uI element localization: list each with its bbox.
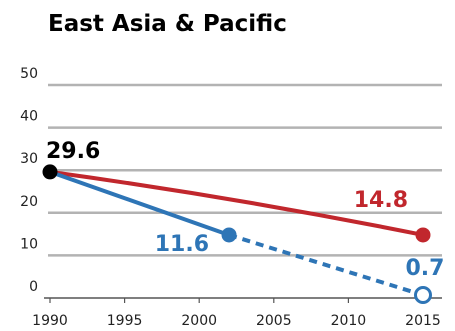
point-blue-2002	[221, 227, 237, 243]
y-tick-label: 30	[20, 151, 38, 167]
point-red-2015	[415, 227, 431, 243]
data-label: 14.8	[354, 188, 408, 213]
x-tick-label: 2000	[181, 313, 217, 329]
y-axis-tick-labels: 0 10 20 30 40 50	[20, 66, 38, 295]
data-points	[42, 164, 432, 305]
point-blue-2015	[414, 286, 432, 305]
series-line-red	[48, 169, 425, 237]
series-line-blue-dashed	[228, 233, 424, 297]
series-lines	[48, 169, 425, 297]
series-line-blue	[48, 169, 232, 237]
y-tick-label: 50	[20, 66, 38, 82]
data-labels: 29.6 14.8 11.6 0.7	[46, 139, 444, 281]
data-label: 11.6	[155, 232, 209, 257]
x-tick-label: 1990	[32, 313, 68, 329]
data-label: 0.7	[406, 256, 445, 281]
grid	[44, 83, 442, 299]
x-tick-label: 2015	[405, 313, 441, 329]
chart-title: East Asia & Pacific	[48, 11, 287, 37]
x-tick-label: 2010	[331, 313, 367, 329]
x-tick-label: 1995	[107, 313, 143, 329]
y-tick-label: 40	[20, 109, 38, 125]
data-label: 29.6	[46, 139, 100, 164]
y-tick-label: 10	[20, 236, 38, 252]
x-tick-label: 2005	[256, 313, 292, 329]
y-tick-label: 20	[20, 194, 38, 210]
y-tick-label: 0	[29, 279, 38, 295]
x-axis-tick-labels: 1990 1995 2000 2005 2010 2015	[32, 298, 441, 329]
point-1990	[42, 164, 58, 180]
